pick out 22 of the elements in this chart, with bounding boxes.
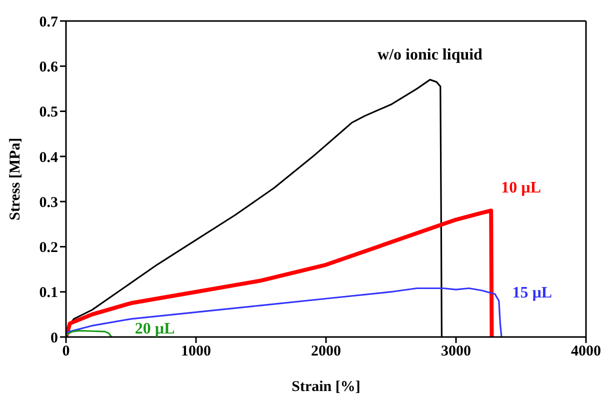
line-series [66, 208, 494, 337]
x-tick-label: 1000 [181, 344, 211, 360]
line-series [66, 287, 502, 337]
y-tick-label: 0.7 [39, 14, 58, 30]
y-tick-label: 0.5 [39, 104, 58, 121]
y-tick-label: 0.1 [39, 285, 58, 302]
y-axis-title: Stress [MPa] [7, 138, 24, 220]
y-tick-label: 0.3 [39, 194, 58, 211]
y-tick-label: 0.2 [39, 240, 58, 256]
series-label: 10 µL [501, 180, 541, 197]
x-tick-label: 2000 [311, 344, 341, 360]
y-tick-label: 0.6 [39, 59, 58, 76]
x-tick-label: 0 [62, 344, 70, 360]
series-label: w/o ionic liquid [378, 46, 483, 64]
y-tick-label: 0 [50, 330, 58, 346]
y-tick-label: 0.4 [39, 150, 58, 166]
x-axis-title: Strain [%] [292, 379, 360, 395]
series-label: 15 µL [512, 284, 552, 302]
x-tick-label: 3000 [441, 344, 471, 360]
series-label: 20 µL [134, 320, 175, 338]
line-series [66, 330, 112, 337]
x-tick-label: 4000 [571, 344, 601, 360]
